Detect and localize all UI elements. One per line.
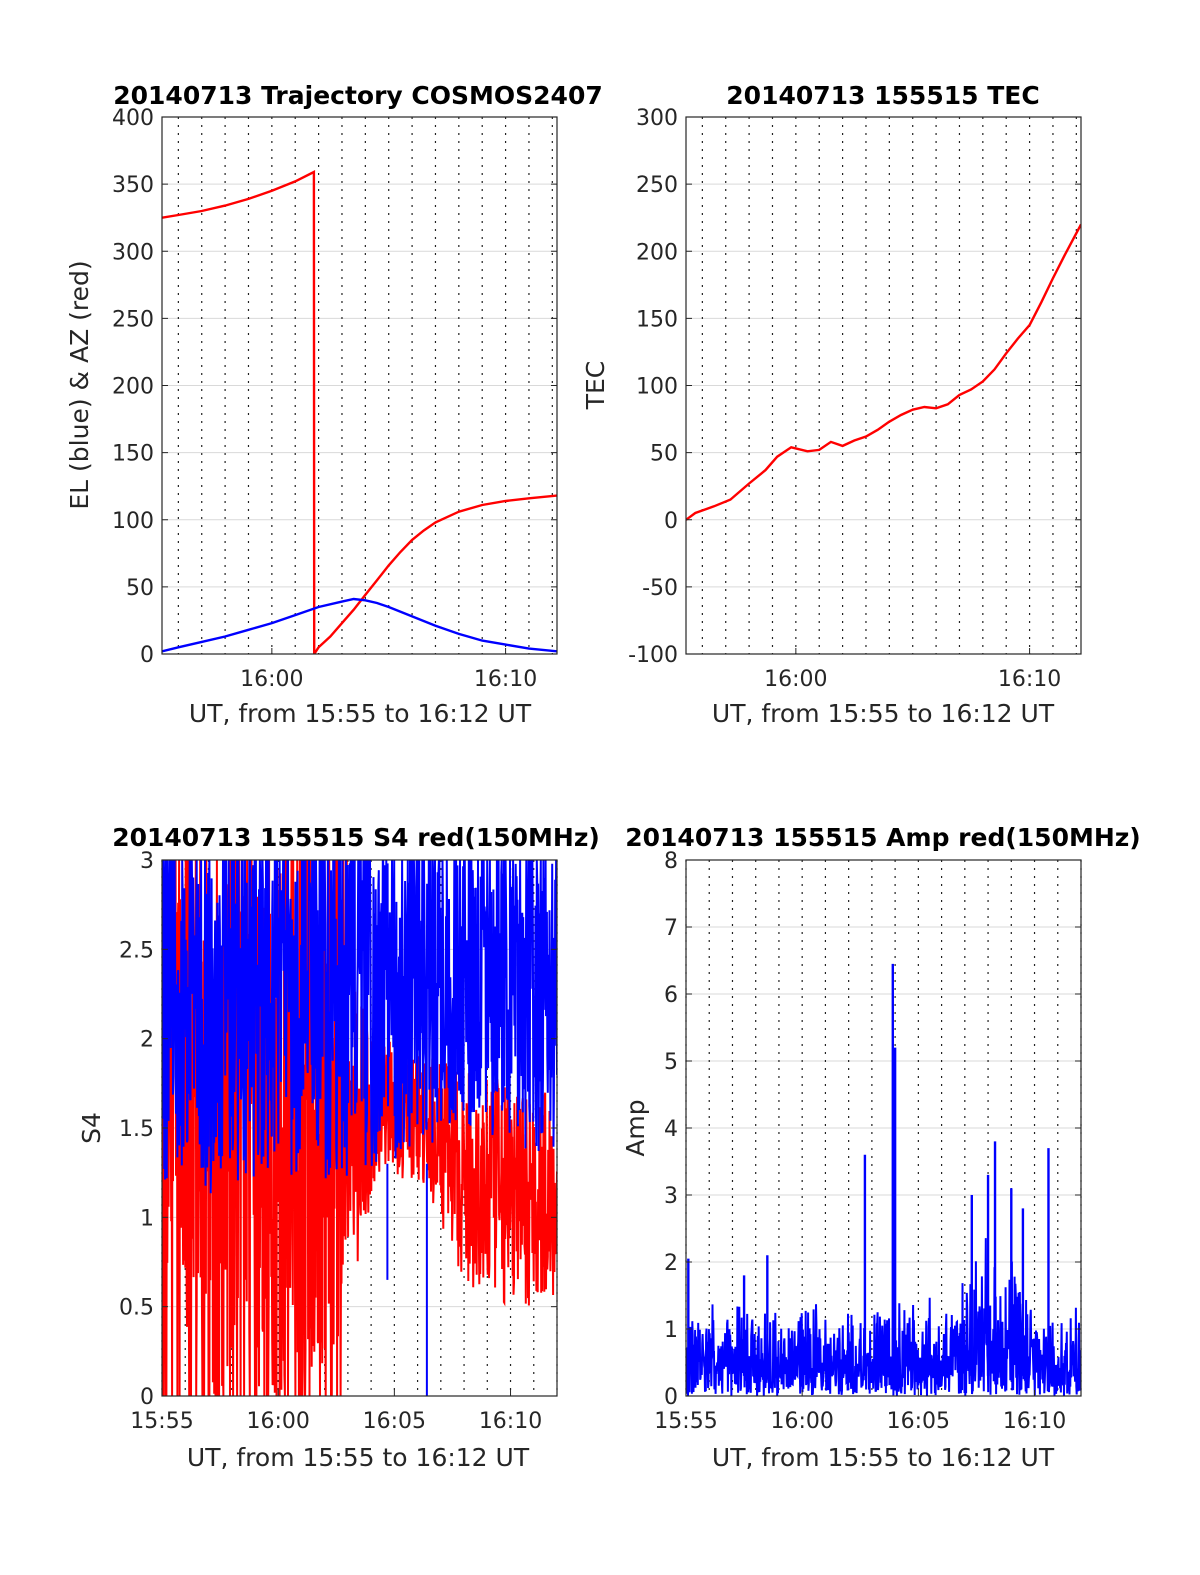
y-tick-label: 7: [664, 916, 678, 941]
series-group: [686, 223, 1081, 521]
x-axis-label: UT, from 15:55 to 16:12 UT: [712, 699, 1055, 728]
y-tick-label: 0: [140, 643, 154, 668]
x-tick-label: 16:10: [474, 667, 537, 692]
y-tick-label: 100: [636, 375, 678, 400]
series-group: [162, 170, 557, 654]
y-tick-label: 2: [664, 1251, 678, 1276]
x-tick-label: 15:55: [130, 1409, 193, 1434]
y-tick-label: 250: [636, 173, 678, 198]
y-tick-label: 250: [112, 307, 154, 332]
y-tick-label: 3: [664, 1184, 678, 1209]
y-tick-label: 200: [636, 240, 678, 265]
y-tick-label: 0: [140, 1385, 154, 1410]
y-tick-label: 150: [112, 442, 154, 467]
panel-title: 20140713 155515 TEC: [726, 81, 1039, 110]
y-tick-label: 1: [664, 1318, 678, 1343]
x-tick-label: 16:00: [246, 1409, 309, 1434]
y-tick-label: 300: [636, 106, 678, 131]
x-axis-label: UT, from 15:55 to 16:12 UT: [187, 1443, 530, 1472]
y-tick-label: -50: [642, 576, 678, 601]
x-axis-label: UT, from 15:55 to 16:12 UT: [189, 699, 532, 728]
y-tick-label: 6: [664, 983, 678, 1008]
plot-area: 0 1 2 3 4 5 6 7 8 15:55 16:00 16:05 16:10: [654, 849, 1082, 1434]
y-tick-label: 0: [664, 509, 678, 534]
x-tick-label: 16:10: [998, 667, 1061, 692]
x-tick-label: 16:00: [240, 667, 303, 692]
series-line-red: [162, 170, 557, 654]
y-tick-label: 5: [664, 1050, 678, 1075]
y-tick-label: -100: [628, 643, 678, 668]
panel-title: 20140713 155515 Amp red(150MHz): [625, 823, 1141, 852]
y-tick-label: 150: [636, 307, 678, 332]
x-tick-label: 16:10: [479, 1409, 542, 1434]
panel-title: 20140713 Trajectory COSMOS2407: [113, 81, 603, 110]
x-tick-label: 16:00: [770, 1409, 833, 1434]
x-tick-label: 16:05: [363, 1409, 426, 1434]
y-tick-label: 50: [650, 442, 678, 467]
series-group: [162, 860, 557, 1396]
x-tick-label: 16:10: [1003, 1409, 1066, 1434]
y-tick-label: 0: [664, 1385, 678, 1410]
y-tick-label: 400: [112, 106, 154, 131]
y-tick-label: 0.5: [119, 1296, 154, 1321]
plot-area: -100 -50 0 50 100 150 200 250 300 16:00 16:10: [628, 106, 1082, 692]
panel-s4: 20140713 155515 S4 red(150MHz) UT, from …: [77, 823, 600, 1472]
y-tick-label: 4: [664, 1117, 678, 1142]
panel-title: 20140713 155515 S4 red(150MHz): [112, 823, 600, 852]
y-axis-label: TEC: [581, 361, 610, 411]
y-tick-label: 350: [112, 173, 154, 198]
plot-area: 0 50 100 150 200 250 300 350 400 16:00 16:10: [112, 106, 558, 692]
y-tick-label: 300: [112, 240, 154, 265]
x-tick-label: 16:05: [887, 1409, 950, 1434]
panel-amp: 20140713 155515 Amp red(150MHz) UT, from…: [621, 823, 1141, 1472]
y-tick-label: 50: [126, 576, 154, 601]
y-tick-label: 1.5: [119, 1117, 154, 1142]
panel-tec: 20140713 155515 TEC UT, from 15:55 to 16…: [581, 81, 1082, 728]
series-line-blue: [162, 860, 557, 1194]
y-axis-label: EL (blue) & AZ (red): [65, 260, 94, 509]
plot-area: 0 0.5 1 1.5 2 2.5 3 15:55 16:00 16:05 16:10: [119, 849, 558, 1434]
y-tick-label: 8: [664, 849, 678, 874]
y-axis-label: S4: [77, 1112, 106, 1144]
y-axis-label: Amp: [621, 1099, 650, 1156]
series-line-blue: [162, 597, 557, 653]
panel-trajectory: 20140713 Trajectory COSMOS2407 UT, from …: [65, 81, 603, 728]
y-tick-label: 2: [140, 1028, 154, 1053]
y-tick-label: 2.5: [119, 938, 154, 963]
y-tick-label: 100: [112, 509, 154, 534]
series-group: [686, 963, 1081, 1396]
x-tick-label: 16:00: [764, 667, 827, 692]
y-tick-label: 3: [140, 849, 154, 874]
series-line-red: [686, 223, 1081, 521]
y-tick-label: 200: [112, 375, 154, 400]
x-tick-label: 15:55: [654, 1409, 717, 1434]
x-axis-label: UT, from 15:55 to 16:12 UT: [712, 1443, 1055, 1472]
series-line-blue: [686, 1238, 1081, 1396]
y-tick-label: 1: [140, 1206, 154, 1231]
